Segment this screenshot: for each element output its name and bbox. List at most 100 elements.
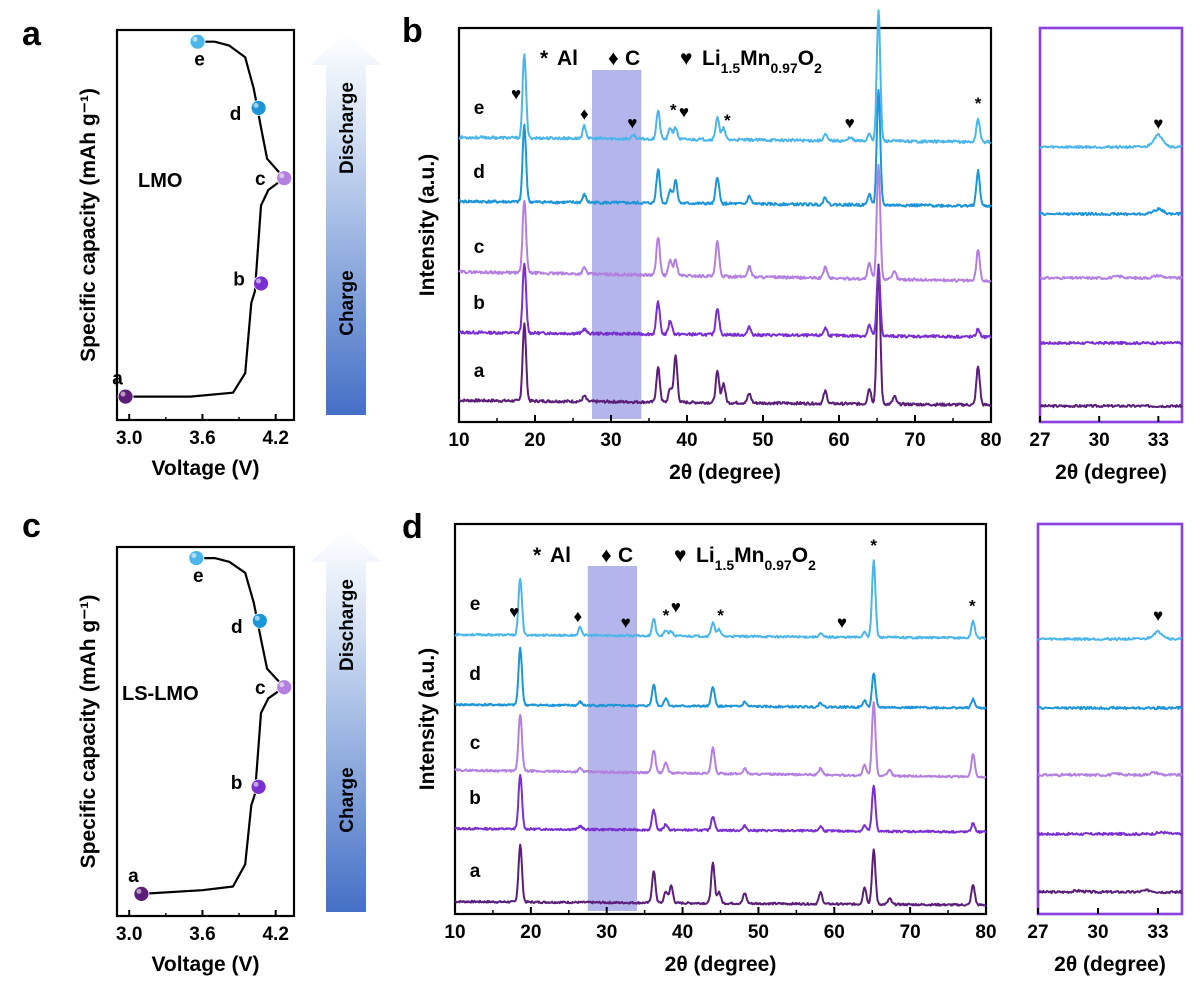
arrow-label-discharge: Discharge — [337, 579, 358, 671]
x-tick-label: 40 — [676, 430, 697, 451]
arrow-label-discharge: Discharge — [337, 82, 358, 174]
state-point-highlight — [191, 553, 197, 559]
x-axis-title: 2θ (degree) — [1055, 461, 1167, 484]
xrd-series-b — [454, 774, 987, 834]
x-axis-title: 2θ (degree) — [669, 461, 781, 484]
state-point-highlight — [253, 103, 259, 108]
xrd-series-a — [454, 843, 987, 907]
zoom-series-e — [1037, 629, 1183, 642]
state-label-c: c — [255, 169, 266, 190]
panel-d-zoom: 27 30 33 2θ (degree) ♥ — [1027, 522, 1184, 976]
legend-label-1: C — [618, 544, 633, 567]
x-tick-label: 27 — [1027, 922, 1048, 943]
state-point-c — [276, 170, 293, 187]
series-label-b: b — [469, 788, 481, 809]
y-axis-title: Specific capacity (mAh g⁻¹) — [77, 88, 100, 362]
x-tick-label: 3.0 — [116, 924, 142, 945]
panel-b: b 10 20 30 40 50 60 70 80 2θ (degree) Intensity (a… — [402, 0, 1002, 484]
x-tick-label: 10 — [444, 922, 465, 943]
plot-frame — [453, 522, 988, 916]
x-axis-title: Voltage (V) — [151, 953, 259, 976]
state-point-highlight — [256, 278, 262, 284]
process-arrow — [310, 33, 382, 415]
legend-symbol-0: * — [540, 47, 549, 70]
panel-d: d 10 20 30 40 50 60 70 80 2θ (degree) Intensity (a… — [402, 508, 997, 976]
plot-frame — [115, 545, 296, 918]
x-tick-label: 20 — [524, 430, 545, 451]
state-label-b: b — [231, 773, 243, 794]
legend-label-2: Li1.5Mn0.97O2 — [702, 47, 822, 76]
series-label-b: b — [473, 293, 485, 314]
legend-symbol-2: ♥ — [680, 47, 692, 70]
x-tick-label: 10 — [448, 430, 469, 451]
x-tick-label: 33 — [1148, 430, 1169, 451]
x-axis-title: 2θ (degree) — [665, 953, 777, 976]
xrd-series-e — [454, 559, 987, 640]
state-label-d: d — [231, 617, 243, 638]
peak-marker-4: ♥ — [671, 597, 681, 616]
peak-marker-0: ♥ — [511, 84, 521, 103]
x-tick-label: 3.6 — [189, 428, 215, 449]
state-point-c — [276, 679, 293, 696]
x-tick-label: 80 — [980, 430, 1001, 451]
xrd-series-c — [454, 701, 987, 779]
peak-marker-1: ♦ — [574, 607, 583, 626]
y-axis-title: Intensity (a.u.) — [416, 154, 439, 296]
x-tick-label: 30 — [596, 922, 617, 943]
legend-label-2: Li1.5Mn0.97O2 — [696, 544, 816, 573]
highlight-band — [592, 70, 642, 419]
state-point-a — [133, 885, 150, 902]
process-arrow — [310, 530, 382, 912]
zoom-series-a — [1037, 888, 1183, 895]
legend-label-0: Al — [557, 47, 578, 70]
state-point-b — [253, 275, 269, 292]
zoom-frame — [1036, 522, 1184, 916]
state-point-a — [117, 388, 134, 405]
state-point-highlight — [279, 682, 285, 688]
state-point-highlight — [120, 391, 126, 397]
plot-frame — [115, 28, 296, 422]
legend-label-0: Al — [550, 544, 571, 567]
sample-label: LMO — [138, 170, 182, 192]
state-point-e — [189, 33, 206, 50]
xrd-series-d — [458, 89, 992, 208]
state-point-highlight — [136, 888, 142, 894]
zoom-series-c — [1037, 770, 1183, 778]
xrd-series-a — [458, 263, 992, 407]
series-label-e: e — [474, 98, 485, 119]
peak-marker-2: ♥ — [627, 114, 637, 133]
xrd-series-d — [454, 646, 987, 710]
peak-marker-0: ♥ — [509, 602, 519, 621]
y-axis-title: Specific capacity (mAh g⁻¹) — [77, 595, 100, 869]
highlight-band — [587, 566, 638, 911]
x-tick-label: 40 — [672, 922, 693, 943]
peak-marker-7: * — [875, 0, 882, 5]
x-tick-label: 3.6 — [189, 924, 215, 945]
state-label-e: e — [193, 566, 204, 587]
state-label-a: a — [128, 866, 139, 887]
x-tick-label: 50 — [752, 430, 773, 451]
zoom-series-d — [1039, 207, 1183, 217]
xrd-series-e — [458, 9, 992, 145]
peak-marker-3: * — [670, 101, 677, 120]
legend-symbol-1: ♦ — [608, 47, 619, 70]
state-point-highlight — [192, 36, 198, 42]
state-point-d — [250, 100, 267, 116]
zoom-series-e — [1039, 133, 1183, 150]
state-label-c: c — [255, 678, 266, 699]
voltage-curve — [125, 40, 286, 398]
state-point-d — [251, 612, 268, 629]
x-tick-label: 60 — [824, 922, 845, 943]
state-point-b — [250, 778, 267, 795]
series-label-d: d — [469, 664, 481, 685]
peak-marker-8: * — [975, 94, 982, 113]
series-label-d: d — [473, 162, 485, 183]
x-tick-label: 70 — [900, 922, 921, 943]
x-tick-label: 70 — [904, 430, 925, 451]
peak-marker-2: ♥ — [621, 613, 631, 632]
x-axis-title: Voltage (V) — [151, 457, 259, 480]
legend-symbol-1: ♦ — [601, 544, 612, 567]
